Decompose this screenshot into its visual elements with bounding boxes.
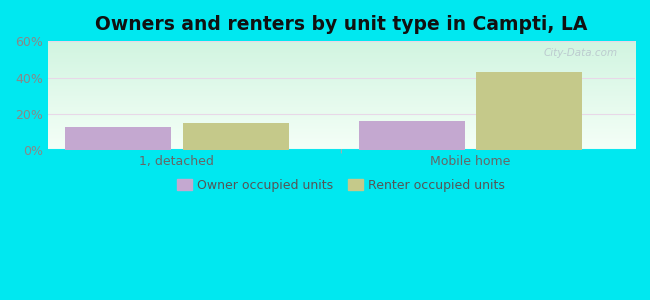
Title: Owners and renters by unit type in Campti, LA: Owners and renters by unit type in Campt… (95, 15, 588, 34)
Bar (66, 127, 171, 150)
Text: City-Data.com: City-Data.com (543, 48, 618, 58)
Bar (183, 123, 289, 150)
Bar (359, 121, 465, 150)
Legend: Owner occupied units, Renter occupied units: Owner occupied units, Renter occupied un… (172, 174, 510, 196)
Bar (476, 72, 582, 150)
